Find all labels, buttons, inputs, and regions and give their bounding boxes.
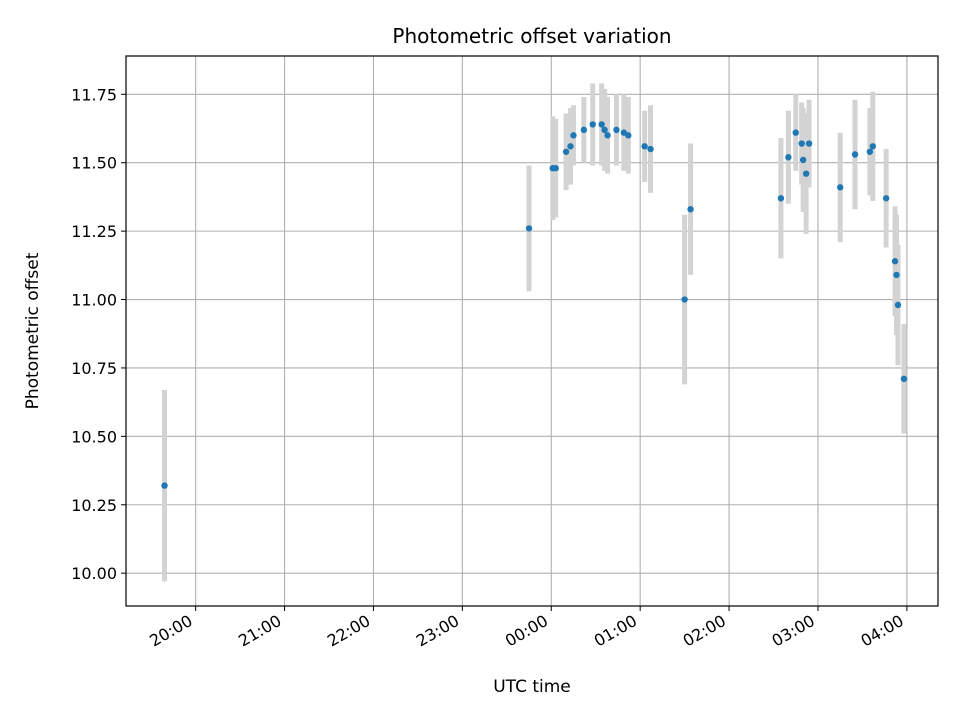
data-point [580, 126, 588, 134]
data-point [837, 184, 844, 191]
data-point [625, 132, 632, 139]
data-point [777, 195, 785, 202]
data-point [805, 140, 813, 147]
data-point [891, 258, 899, 265]
data-point [641, 143, 648, 150]
y-tick-label: 11.50 [71, 154, 117, 173]
data-point [562, 148, 570, 155]
data-point [882, 195, 890, 202]
y-tick-label: 11.75 [71, 85, 117, 104]
data-point [851, 151, 859, 158]
data-point [798, 140, 805, 147]
data-points [161, 121, 908, 489]
y-tick-label: 11.00 [71, 291, 117, 310]
data-point [647, 145, 654, 153]
data-point [525, 225, 533, 232]
data-point [552, 164, 559, 172]
grid [126, 56, 938, 606]
data-point [567, 143, 574, 150]
data-point [894, 301, 902, 309]
data-point [802, 170, 810, 177]
plot-frame [125, 55, 939, 607]
data-point [570, 132, 577, 139]
data-point [687, 206, 694, 213]
y-tick-label: 10.75 [71, 359, 117, 378]
x-axis-label: UTC time [493, 677, 571, 697]
y-tick-label: 10.25 [71, 496, 117, 515]
data-point [900, 375, 908, 383]
data-point [785, 154, 792, 161]
data-point [866, 148, 874, 155]
y-tick-label: 10.50 [71, 427, 117, 446]
data-point [589, 121, 596, 128]
y-axis-label: Photometric offset [23, 252, 43, 409]
data-point [601, 126, 608, 134]
data-point [613, 126, 620, 134]
data-point [869, 143, 877, 150]
data-point [792, 129, 799, 136]
chart-title: Photometric offset variation [392, 24, 671, 48]
data-point [161, 482, 168, 489]
data-point [893, 271, 900, 279]
data-point [598, 121, 605, 128]
data-point [799, 156, 807, 164]
data-point [681, 296, 688, 303]
y-tick-label: 11.25 [71, 222, 117, 241]
y-tick-label: 10.00 [71, 564, 117, 583]
data-point [604, 132, 611, 139]
